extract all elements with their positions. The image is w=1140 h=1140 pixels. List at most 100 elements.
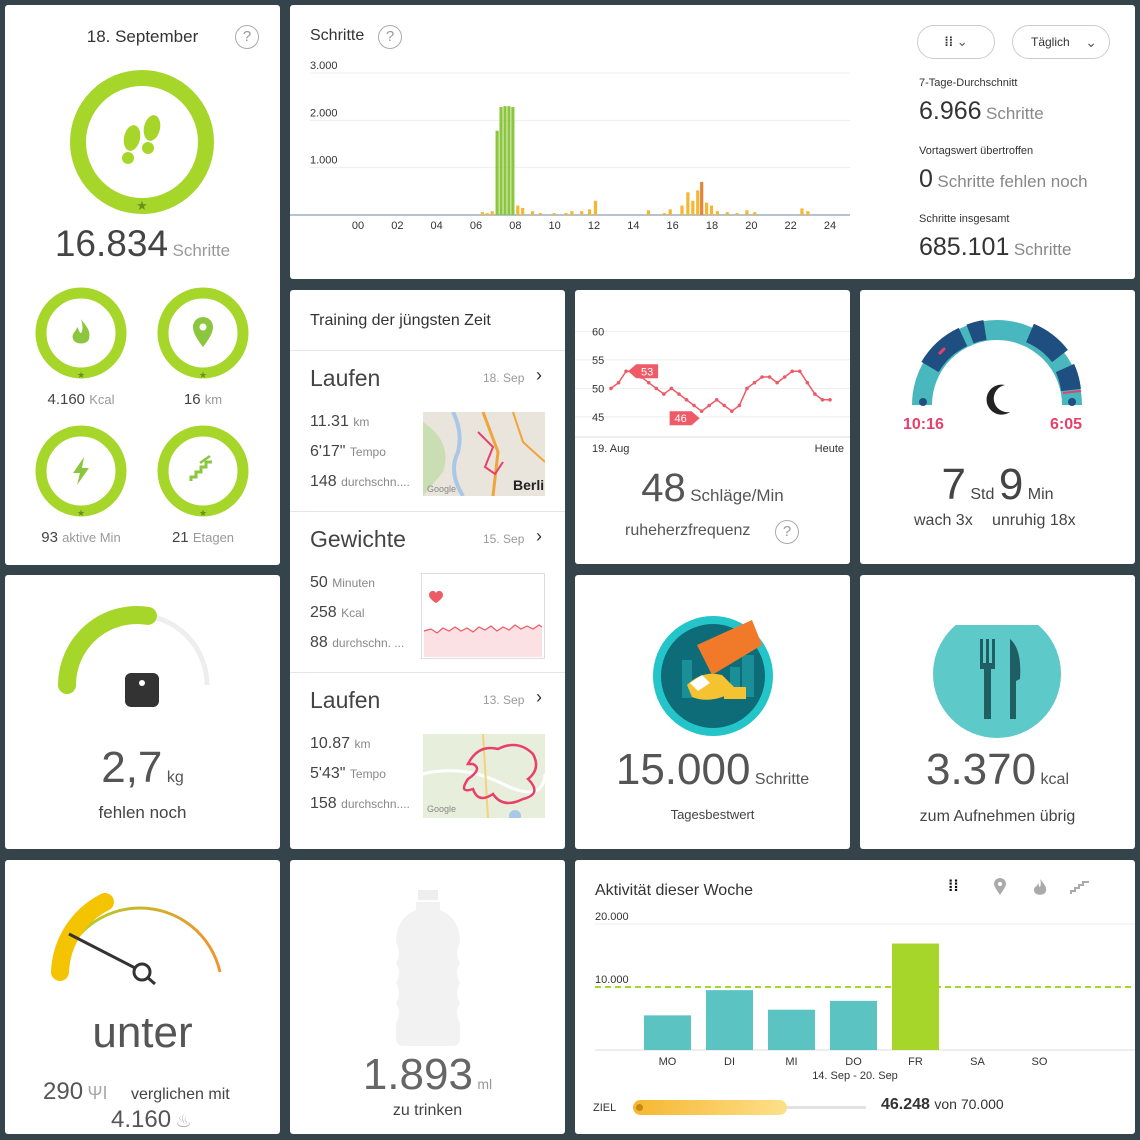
- water-tile[interactable]: 1.893 ml zu trinken: [290, 860, 565, 1134]
- x-label-end: Heute: [815, 443, 844, 455]
- step-bar: [570, 211, 574, 215]
- route-map[interactable]: Google: [423, 734, 545, 818]
- training-name: Laufen: [310, 365, 381, 391]
- route-map[interactable]: Berli Google: [423, 412, 545, 496]
- balance-status: unter: [92, 1008, 193, 1057]
- stat-line: 158 durchschn....: [310, 795, 410, 812]
- heart-rate-point: [828, 398, 832, 402]
- training-item[interactable]: Laufen 18. Sep › 11.31 km 6'17" Tempo 14…: [290, 351, 565, 511]
- y-tick-label: 2.000: [310, 107, 338, 119]
- training-item[interactable]: Gewichte 15. Sep › 50 Minuten 258 Kcal 8…: [290, 512, 565, 672]
- y-tick-label: 50: [592, 383, 604, 395]
- food-tile[interactable]: 3.370 kcal zum Aufnehmen übrig: [860, 575, 1135, 849]
- location-pin-icon[interactable]: [993, 878, 1007, 896]
- lightning-icon: [73, 457, 89, 485]
- balance-burned: 4.160 ♨: [111, 1106, 192, 1133]
- step-bar: [662, 213, 666, 215]
- step-bar: [745, 210, 749, 215]
- chevron-right-icon[interactable]: ›: [536, 526, 542, 546]
- chevron-right-icon[interactable]: ›: [536, 687, 542, 707]
- heart-rate-point: [609, 386, 613, 391]
- help-icon[interactable]: ?: [775, 520, 799, 544]
- day-label: FR: [908, 1056, 923, 1068]
- weight-label: fehlen noch: [98, 803, 187, 822]
- fork-icon: [980, 639, 995, 719]
- water-value: 1.893 ml: [362, 1050, 493, 1099]
- period-label: Täglich: [1031, 35, 1070, 49]
- step-bar: [552, 213, 556, 215]
- distance-ring[interactable]: ★: [155, 285, 251, 381]
- stairs-icon[interactable]: [1069, 878, 1091, 896]
- steps-chart-tile[interactable]: Schritte ? 3.000 2.000 1.000 00 02 04 06 08 10 12…: [290, 5, 1135, 279]
- badge-icon: [653, 616, 773, 736]
- step-bar: [580, 211, 584, 215]
- period-dropdown[interactable]: Täglich ⌄: [1012, 25, 1110, 59]
- flame-icon: [72, 319, 90, 344]
- step-bar: [593, 200, 598, 215]
- heart-rate-graph[interactable]: [421, 573, 545, 659]
- step-bar: [480, 212, 484, 215]
- step-bar: [735, 213, 739, 215]
- calories-ring[interactable]: ★: [33, 285, 129, 381]
- resting-heart-rate-tile[interactable]: 53 46 60 55 50 45 19. Aug Heute 48 Schläge/Min…: [575, 290, 850, 564]
- step-bar: [490, 211, 494, 215]
- y-tick-label: 55: [592, 355, 604, 367]
- chevron-right-icon[interactable]: ›: [536, 365, 542, 385]
- x-tick-label: 10: [549, 220, 561, 232]
- sleep-start: 10:16: [903, 416, 944, 433]
- training-item[interactable]: Laufen 13. Sep › 10.87 km 5'43" Tempo 15…: [290, 673, 565, 843]
- day-label: MO: [659, 1056, 677, 1068]
- balance-compare: verglichen mit: [131, 1086, 230, 1103]
- balance-intake: 290 ΨI: [43, 1078, 108, 1105]
- heart-rate-point: [616, 380, 621, 385]
- active-minutes-label: 93 aktive Min: [41, 529, 121, 546]
- help-icon[interactable]: ?: [378, 25, 402, 49]
- daily-summary-tile[interactable]: 18. September ? ★ 16.834 Schritte ★ 4.16…: [5, 5, 280, 565]
- sleep-tile[interactable]: 10:16 6:05 7 Std 9 Min wach 3x unruhig 1…: [860, 290, 1135, 564]
- step-bar: [564, 213, 568, 215]
- x-tick-label: 24: [824, 220, 836, 232]
- map-attribution: Google: [427, 804, 456, 814]
- active-minutes-ring[interactable]: ★: [33, 423, 129, 519]
- metric-selector[interactable]: ⁞⁞ ⌄: [917, 25, 995, 59]
- flame-icon[interactable]: [1033, 878, 1047, 896]
- x-tick-label: 22: [785, 220, 797, 232]
- heart-rate-point: [714, 398, 719, 402]
- heart-rate-chart: 53 46 60 55 50 45 19. Aug Heute: [575, 326, 850, 455]
- food-value: 3.370 kcal: [925, 745, 1069, 794]
- footsteps-icon[interactable]: ⁞⁞: [948, 878, 959, 895]
- step-bar: [704, 202, 709, 215]
- calories-label: 4.160 Kcal: [47, 391, 115, 408]
- moon-icon: [986, 384, 1010, 415]
- help-icon[interactable]: ?: [235, 25, 259, 49]
- steps-unit: Schritte: [172, 241, 231, 260]
- x-tick-label: 14: [627, 220, 639, 232]
- calorie-balance-tile[interactable]: unter 290 ΨI verglichen mit 4.160 ♨: [5, 860, 280, 1134]
- training-title: Training der jüngsten Zeit: [310, 312, 491, 329]
- heart-rate-point: [782, 375, 787, 379]
- floors-ring[interactable]: ★: [155, 423, 251, 519]
- day-label: SO: [1032, 1056, 1048, 1068]
- day-label: MI: [785, 1056, 797, 1068]
- chevron-down-icon: ⌄: [956, 34, 968, 49]
- best-steps-tile[interactable]: 15.000 Schritte Tagesbestwert: [575, 575, 850, 849]
- y-tick-label: 45: [592, 412, 604, 424]
- weekly-title: Aktivität dieser Woche: [595, 882, 753, 899]
- step-bar: [530, 211, 535, 215]
- heart-rate-point: [722, 403, 727, 408]
- step-bar: [700, 181, 704, 215]
- goal-label: ZIEL: [593, 1102, 617, 1114]
- weight-tile[interactable]: 2,7 kg fehlen noch: [5, 575, 280, 849]
- x-tick-label: 02: [391, 220, 403, 232]
- stairs-icon: [189, 460, 212, 481]
- stat-line: 5'43" Tempo: [310, 765, 386, 782]
- day-bar: [892, 943, 939, 1050]
- weekly-activity-tile[interactable]: Aktivität dieser Woche ⁞⁞ 20.000 10.000 MO…: [575, 860, 1135, 1134]
- training-date: 13. Sep: [483, 693, 525, 707]
- day-label: SA: [970, 1056, 985, 1068]
- heart-rate-point: [684, 398, 689, 402]
- step-bar: [668, 209, 672, 215]
- day-bar: [768, 1009, 815, 1050]
- day-bar: [706, 990, 753, 1050]
- training-tile[interactable]: Training der jüngsten Zeit Laufen 18. Se…: [290, 290, 565, 849]
